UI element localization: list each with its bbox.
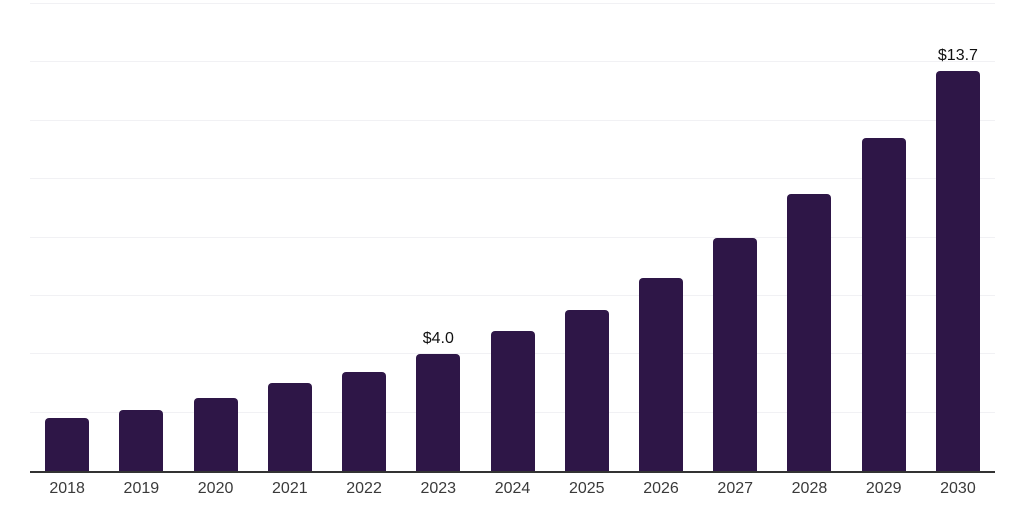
- bar-slot-2022: [327, 4, 401, 471]
- x-tick-label-2024: 2024: [494, 480, 531, 497]
- bar-value-label-2023: $4.0: [422, 330, 454, 348]
- x-tick-label-2021: 2021: [272, 480, 308, 497]
- gridline-16: [30, 3, 995, 4]
- x-tick-label-2022: 2022: [346, 480, 382, 497]
- bar-slot-2018: [30, 4, 104, 471]
- x-tick-label-2029: 2029: [865, 480, 902, 497]
- bar-2028: [787, 193, 832, 471]
- x-tick-label-2018: 2018: [49, 480, 85, 497]
- bar-slot-2019: [104, 4, 178, 471]
- bar-slot-2023: $4.0: [401, 4, 475, 471]
- x-tick-label-2019: 2019: [123, 480, 160, 497]
- x-tick-label-2023: 2023: [420, 480, 457, 497]
- bar-slot-2030: $13.7: [921, 4, 995, 471]
- bar-slot-2024: [475, 4, 549, 471]
- x-tick-label-2020: 2020: [197, 480, 234, 497]
- x-tick-label-2026: 2026: [643, 480, 679, 497]
- plot-area: $4.0 $13.7: [30, 3, 995, 473]
- x-axis: 2018 2019 2020 2021 2022 2023 2024 2025 2026 2027…: [30, 480, 995, 498]
- bar-2025: [564, 310, 609, 471]
- bar-slot-2025: [550, 4, 624, 471]
- bar-2022: [342, 371, 387, 471]
- bar-2023: [416, 354, 461, 471]
- bar-2024: [490, 330, 535, 471]
- gridline-12: [30, 119, 995, 121]
- bar-2019: [119, 409, 164, 471]
- bar-value-label-2030: $13.7: [937, 47, 978, 65]
- bar-slot-2029: [847, 4, 921, 471]
- bar-2018: [45, 418, 90, 471]
- bar-2030: [935, 71, 980, 471]
- bar-2029: [861, 138, 906, 471]
- bar-2020: [193, 398, 238, 471]
- x-tick-label-2030: 2030: [940, 480, 976, 497]
- gridline-10: [30, 178, 995, 180]
- x-tick-label-2028: 2028: [791, 480, 828, 497]
- x-tick-label-2025: 2025: [568, 480, 605, 497]
- bar-slot-2027: [698, 4, 772, 471]
- bar-2026: [638, 278, 683, 471]
- bar-chart: $4.0 $13.7 2018 2019 2020 2021 2022 2023 2024 20…: [30, 3, 995, 498]
- gridline-8: [30, 236, 995, 238]
- bar-2021: [267, 383, 312, 471]
- bar-slot-2028: [772, 4, 846, 471]
- bars-container: $4.0 $13.7: [30, 4, 995, 471]
- bar-slot-2021: [253, 4, 327, 471]
- bar-2027: [713, 237, 758, 471]
- bar-slot-2020: [178, 4, 252, 471]
- x-tick-label-2027: 2027: [717, 480, 754, 497]
- gridline-14: [30, 61, 995, 63]
- bar-slot-2026: [624, 4, 698, 471]
- gridline-6: [30, 294, 995, 296]
